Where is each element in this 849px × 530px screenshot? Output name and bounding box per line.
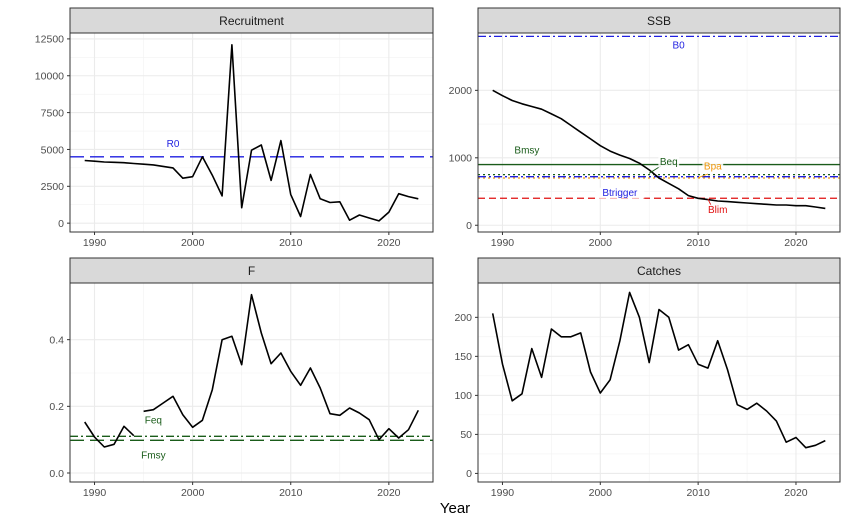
panel-2-leader-bpa xyxy=(697,173,709,179)
panel-2-label-bg-bpa xyxy=(702,160,724,172)
panel-3-border xyxy=(69,282,434,483)
panel-2-label-b0: B0 xyxy=(672,41,685,52)
panel-4-tick-label-x: 2020 xyxy=(784,487,808,499)
panel-1-label-r0: R0 xyxy=(167,139,180,150)
panel-2-label-bmsy: Bmsy xyxy=(514,146,539,157)
panel-4-tick-label-y: 50 xyxy=(460,429,472,441)
panel-1-title: Recruitment xyxy=(219,14,284,28)
panel-2-border xyxy=(477,32,841,233)
panel-4-strip xyxy=(477,257,841,284)
panel-4-tick-label-x: 2000 xyxy=(589,487,613,499)
panel-2-tick-label-y: 2000 xyxy=(449,85,473,97)
panel-1-tick-label-x: 2020 xyxy=(377,237,401,249)
panel-1-tick-label-y: 12500 xyxy=(35,34,64,46)
panel-3-title: F xyxy=(248,264,255,278)
panel-4-series-line xyxy=(491,291,826,449)
panel-3-tick-label-y: 0.2 xyxy=(49,401,64,413)
panel-4-tick-label-x: 1990 xyxy=(491,487,515,499)
panel-2-label-bg-beq xyxy=(658,156,680,168)
panel-2-tick-label-y: 1000 xyxy=(449,153,473,165)
panel-4-title: Catches xyxy=(637,264,681,278)
panel-1-tick-label-y: 2500 xyxy=(41,181,65,193)
panel-2-label-bg-b0 xyxy=(670,40,687,52)
panel-1-tick-label-x: 2010 xyxy=(279,237,303,249)
panel-4-tick-label-y: 100 xyxy=(454,390,472,402)
panel-3-label-feq: Feq xyxy=(145,416,162,427)
panel-1-tick-label-x: 2000 xyxy=(181,237,205,249)
panel-1-tick-label-y: 10000 xyxy=(35,71,64,83)
panel-3-strip xyxy=(69,257,434,284)
panel-2: SSB 1990 2000 2010 2020 0 1000 2000 B0 Bmsy Beq Bpa… xyxy=(449,7,841,249)
panel-2-tick-label-y: 0 xyxy=(466,220,472,232)
panel-2-strip xyxy=(477,7,841,34)
panel-4-tick-label-y: 0 xyxy=(466,468,472,480)
panel-3-plot-area xyxy=(70,283,433,482)
panel-2-label-btrigger: Btrigger xyxy=(602,188,638,199)
panel-2-label-bg-bmsy xyxy=(513,145,541,157)
panel-3-label-bg-feq xyxy=(142,415,164,427)
panel-4: Catches 1990 2000 2010 2020 0 50 100 150 200 xyxy=(454,257,841,499)
panel-4-tick-label-x: 2010 xyxy=(686,487,710,499)
panel-3: F 1990 2000 2010 2020 0.0 0.2 0.4 Feq Fmsy xyxy=(49,257,434,499)
panel-2-tick-label-x: 1990 xyxy=(491,237,515,249)
panel-2-title: SSB xyxy=(647,14,671,28)
panel-3-series-line xyxy=(143,293,420,441)
panel-2-label-beq: Beq xyxy=(660,157,678,168)
panel-3-series-line xyxy=(84,421,135,448)
panel-1-tick-label-y: 7500 xyxy=(41,107,65,119)
panel-3-tick-label-x: 2020 xyxy=(377,487,401,499)
panel-2-label-bg-btrigger xyxy=(595,187,645,199)
panel-1-tick-label-y: 5000 xyxy=(41,144,65,156)
panel-1-border xyxy=(69,32,434,233)
panel-3-tick-label-x: 2000 xyxy=(181,487,205,499)
panel-4-tick-label-y: 200 xyxy=(454,312,472,324)
panel-4-border xyxy=(477,282,841,483)
panel-1-strip xyxy=(69,7,434,34)
panel-4-plot-area xyxy=(478,283,840,482)
panel-1-series-line xyxy=(84,43,419,222)
panel-3-tick-label-x: 1990 xyxy=(83,487,107,499)
x-axis-label: Year xyxy=(440,500,470,517)
panel-1-tick-label-x: 1990 xyxy=(83,237,107,249)
panel-2-label-bpa: Bpa xyxy=(704,161,722,172)
panel-1-label-bg-r0 xyxy=(165,138,181,150)
panel-2-label-bg-blim xyxy=(704,204,731,216)
panel-4-tick-label-y: 150 xyxy=(454,351,472,363)
panel-1-tick-label-y: 0 xyxy=(58,218,64,230)
panel-1: Recruitment 1990 2000 2010 2020 0 2500 5000 7500… xyxy=(35,7,434,249)
panel-2-label-blim: Blim xyxy=(708,205,727,216)
panel-2-plot-area xyxy=(478,33,840,232)
panel-2-tick-label-x: 2010 xyxy=(686,237,710,249)
panel-3-label-fmsy: Fmsy xyxy=(141,451,165,462)
panel-3-tick-label-x: 2010 xyxy=(279,487,303,499)
panel-2-series-line xyxy=(492,89,826,210)
panel-3-label-bg-fmsy xyxy=(140,450,167,462)
panel-3-tick-label-y: 0.4 xyxy=(49,334,64,346)
panel-2-tick-label-x: 2000 xyxy=(589,237,613,249)
panel-3-tick-label-y: 0.0 xyxy=(49,468,64,480)
panel-1-plot-area xyxy=(70,33,433,232)
panel-2-tick-label-x: 2020 xyxy=(784,237,808,249)
